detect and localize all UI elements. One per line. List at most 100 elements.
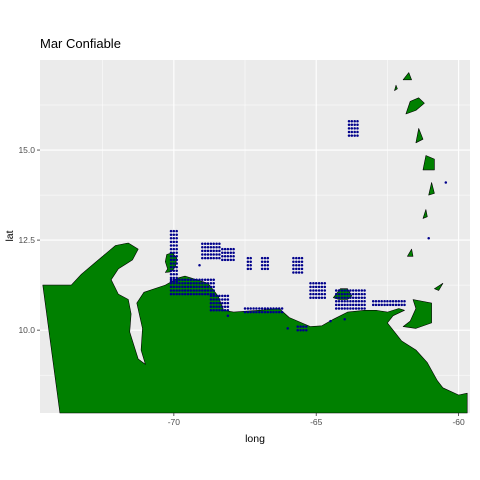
- sea-point: [175, 244, 178, 247]
- sea-point: [295, 264, 298, 267]
- sea-point: [221, 301, 224, 305]
- sea-point: [360, 292, 364, 296]
- land-dominica: [415, 128, 424, 144]
- sea-point: [302, 325, 305, 328]
- sea-point: [172, 278, 176, 281]
- sea-point: [229, 255, 233, 258]
- sea-point: [269, 310, 272, 314]
- sea-point: [212, 294, 215, 298]
- sea-point: [320, 296, 324, 299]
- sea-point: [400, 300, 403, 303]
- sea-point: [169, 247, 173, 251]
- sea-point: [346, 300, 349, 303]
- sea-point: [314, 296, 318, 299]
- land-grenada: [407, 248, 414, 257]
- y-tick-label: 12.5: [18, 235, 35, 245]
- sea-point: [203, 292, 207, 296]
- sea-point: [218, 298, 221, 301]
- sea-point: [209, 242, 213, 245]
- sea-point: [212, 246, 215, 249]
- sea-point: [209, 301, 213, 305]
- sea-point: [192, 278, 196, 281]
- sea-point: [343, 318, 346, 321]
- sea-point: [212, 305, 215, 308]
- sea-point: [386, 303, 389, 307]
- sea-point: [212, 253, 215, 256]
- sea-point: [403, 300, 406, 303]
- sea-point: [175, 285, 178, 289]
- sea-point: [201, 246, 204, 249]
- sea-point: [350, 119, 354, 123]
- sea-point: [175, 269, 178, 272]
- sea-point: [266, 310, 270, 314]
- sea-point: [218, 246, 221, 249]
- sea-point: [186, 292, 190, 296]
- sea-point: [377, 303, 381, 307]
- sea-point: [300, 256, 304, 260]
- sea-point: [353, 119, 356, 123]
- sea-point: [400, 303, 403, 307]
- sea-point: [215, 298, 218, 301]
- sea-point: [221, 251, 224, 254]
- sea-point: [357, 300, 361, 303]
- sea-point: [246, 310, 250, 314]
- sea-point: [172, 262, 176, 265]
- x-tick-label: -70: [168, 417, 181, 427]
- sea-point: [312, 292, 315, 296]
- sea-point: [334, 307, 338, 310]
- sea-point: [317, 282, 321, 285]
- sea-point: [209, 285, 213, 289]
- sea-point: [371, 300, 375, 303]
- sea-point: [198, 292, 201, 296]
- sea-point: [226, 255, 230, 258]
- sea-point: [183, 292, 187, 296]
- sea-point: [337, 289, 341, 292]
- sea-point: [206, 285, 210, 289]
- sea-point: [223, 298, 227, 301]
- sea-point: [299, 328, 302, 332]
- sea-point: [175, 240, 178, 244]
- sea-point: [209, 305, 213, 308]
- sea-point: [229, 251, 233, 254]
- sea-point: [263, 264, 267, 267]
- sea-point: [389, 303, 392, 307]
- sea-point: [212, 256, 215, 260]
- sea-point: [169, 262, 173, 265]
- sea-point: [201, 285, 204, 289]
- sea-point: [226, 251, 230, 254]
- sea-point: [175, 265, 178, 269]
- sea-point: [363, 289, 366, 292]
- sea-point: [218, 305, 221, 308]
- sea-point: [169, 240, 173, 244]
- sea-point: [391, 303, 395, 307]
- sea-point: [277, 307, 281, 310]
- sea-point: [309, 289, 312, 292]
- sea-point: [305, 328, 308, 332]
- sea-point: [246, 267, 250, 271]
- sea-point: [374, 303, 378, 307]
- sea-point: [246, 307, 250, 310]
- sea-point: [209, 292, 213, 296]
- sea-point: [320, 282, 324, 285]
- sea-point: [195, 289, 198, 292]
- sea-point: [340, 292, 344, 296]
- sea-point: [221, 294, 224, 298]
- sea-point: [169, 255, 173, 258]
- sea-point: [215, 309, 218, 312]
- sea-point: [377, 300, 381, 303]
- sea-point: [169, 258, 173, 262]
- sea-point: [169, 292, 173, 296]
- x-axis-title: long: [245, 433, 265, 445]
- sea-point: [323, 289, 327, 292]
- sea-point: [269, 307, 272, 310]
- sea-point: [232, 247, 235, 251]
- sea-point: [266, 260, 270, 263]
- sea-point: [266, 256, 270, 260]
- sea-point: [337, 292, 341, 296]
- sea-point: [223, 255, 227, 258]
- sea-point: [172, 251, 176, 254]
- sea-point: [309, 282, 312, 285]
- sea-point: [314, 292, 318, 296]
- sea-point: [292, 260, 295, 263]
- x-tick-label: -60: [452, 417, 465, 427]
